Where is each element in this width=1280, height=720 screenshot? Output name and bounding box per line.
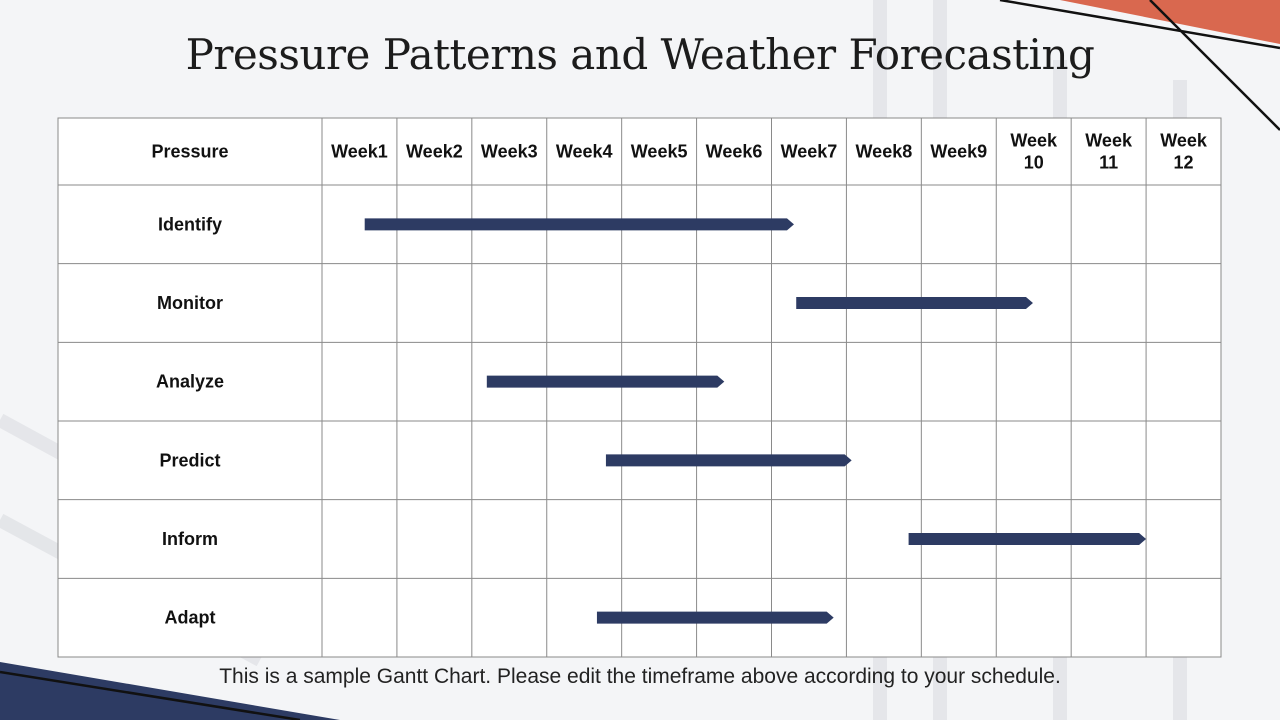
column-header: Week 12 xyxy=(1160,131,1208,173)
task-label: Analyze xyxy=(156,372,224,392)
column-header: Week3 xyxy=(481,142,538,162)
task-label: Predict xyxy=(159,450,220,470)
column-header: Week9 xyxy=(930,142,987,162)
footnote: This is a sample Gantt Chart. Please edi… xyxy=(219,665,1061,688)
task-label: Identify xyxy=(158,214,222,234)
gantt-bar xyxy=(486,375,725,388)
column-header: Week 11 xyxy=(1085,131,1133,173)
task-label: Adapt xyxy=(165,608,216,628)
column-header: Week7 xyxy=(781,142,838,162)
gantt-bar xyxy=(364,218,794,231)
column-header: Week4 xyxy=(556,142,613,162)
gantt-bar xyxy=(596,611,834,624)
gantt-task-labels: Identify Monitor Analyze Predict Inform Adapt xyxy=(156,214,224,627)
column-header: Week6 xyxy=(706,142,763,162)
task-label: Inform xyxy=(162,529,218,549)
gantt-bar xyxy=(908,533,1147,545)
task-label: Monitor xyxy=(157,293,223,313)
column-header: Week2 xyxy=(406,142,463,162)
column-header: Week8 xyxy=(856,142,913,162)
slide-title: Pressure Patterns and Weather Forecastin… xyxy=(185,30,1095,79)
corner-accent-navy xyxy=(0,662,340,720)
gantt-headers: Pressure Week1 Week2 Week3 Week4 Week5 Week6 We… xyxy=(151,131,1207,173)
gantt-bars xyxy=(364,218,1147,624)
corner-accent-orange xyxy=(1060,0,1280,44)
gantt-bar xyxy=(605,454,852,467)
header-label: Pressure xyxy=(151,142,228,162)
column-header: Week5 xyxy=(631,142,688,162)
column-header: Week1 xyxy=(331,142,388,162)
column-header: Week 10 xyxy=(1010,131,1058,173)
gantt-grid xyxy=(57,117,1222,658)
gantt-bar xyxy=(796,297,1033,309)
